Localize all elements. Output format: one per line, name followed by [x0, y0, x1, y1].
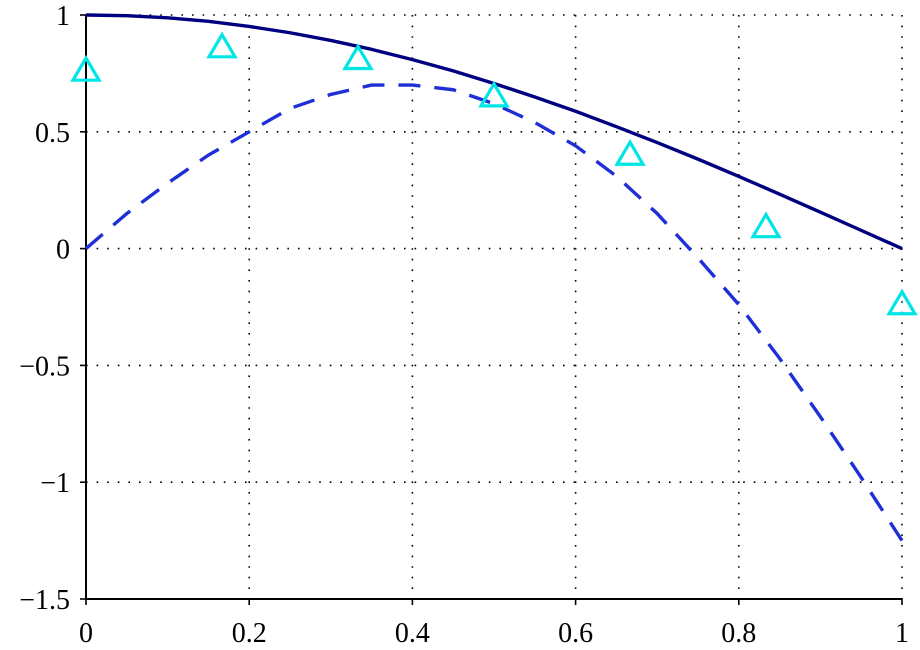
x-tick-label: 0.2 [232, 618, 267, 649]
y-tick-label: 1 [56, 1, 70, 32]
triangle-marker [886, 288, 918, 316]
y-tick-label: −1.5 [19, 585, 70, 616]
x-tick-label: 0.6 [558, 618, 593, 649]
x-tick-label: 0.8 [721, 618, 756, 649]
triangle-marker [342, 43, 374, 71]
dashed-series-line [84, 83, 904, 542]
label-layer: 0 0.2 0.4 0.6 0.8 1 −1.5 −1 −0.5 0 0.5 1 [19, 1, 909, 649]
marker-layer [70, 31, 918, 316]
x-tick-label: 1 [895, 618, 909, 649]
triangle-marker [478, 80, 510, 108]
y-tick-label: 0.5 [35, 118, 70, 149]
triangle-marker [750, 211, 782, 239]
triangle-marker [206, 31, 238, 59]
triangle-marker [70, 54, 102, 82]
triangle-marker [614, 139, 646, 166]
y-tick-label: −1 [40, 468, 70, 499]
x-tick-label: 0 [79, 618, 93, 649]
series-layer [84, 13, 904, 542]
y-tick-label: −0.5 [19, 351, 70, 382]
y-tick-label: 0 [56, 235, 70, 266]
axis-layer [80, 14, 903, 605]
grid-layer [85, 14, 903, 600]
solid-series-line [85, 13, 903, 251]
x-tick-label: 0.4 [395, 618, 430, 649]
